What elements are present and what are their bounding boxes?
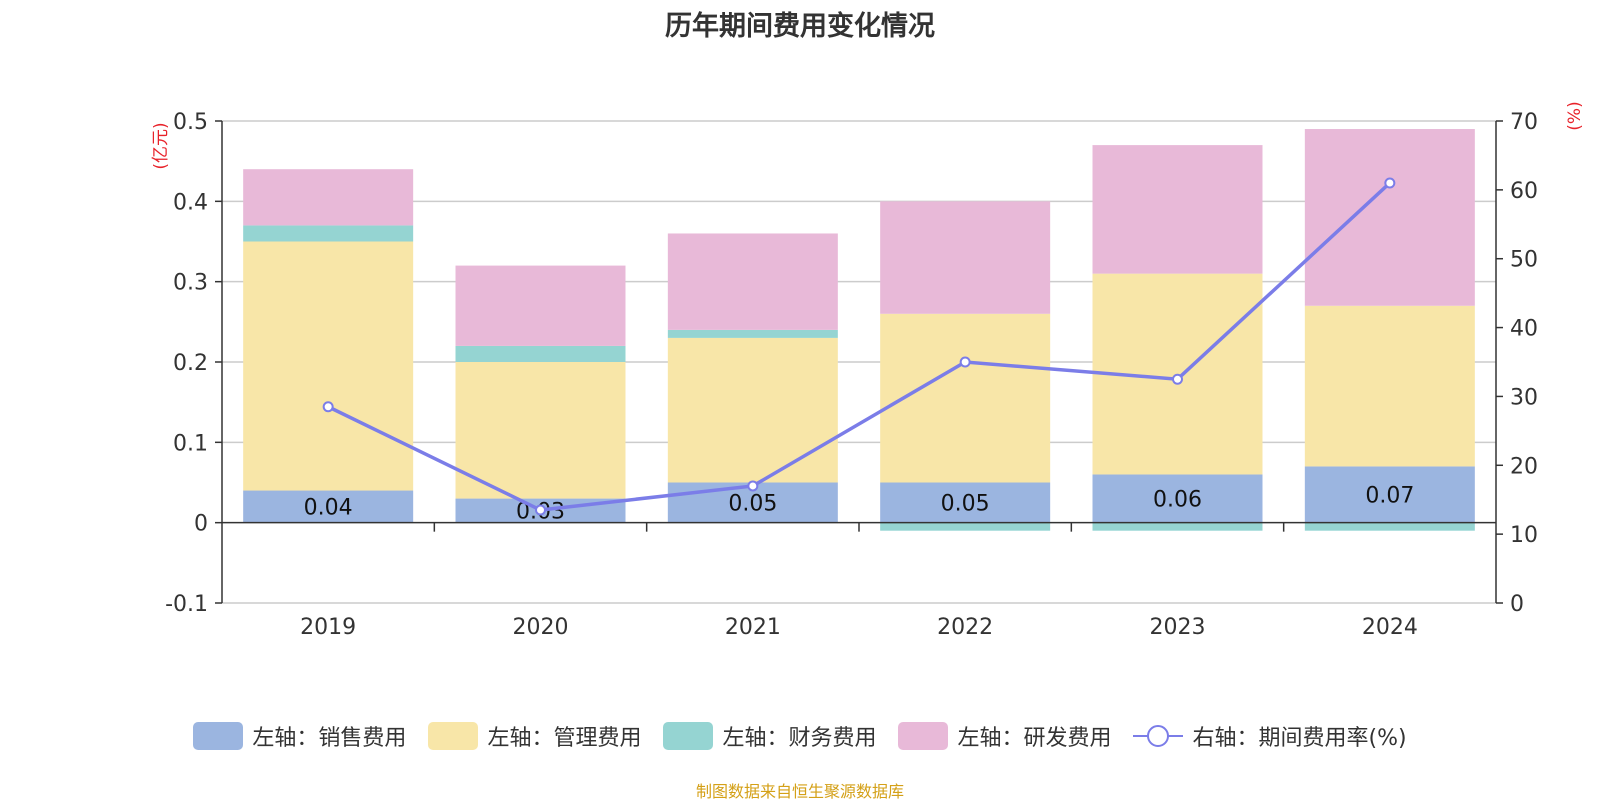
category-label: 2019	[300, 615, 356, 640]
left-axis-tick-label: 0.3	[173, 271, 208, 296]
category-label: 2024	[1362, 615, 1418, 640]
legend-item[interactable]: 左轴：管理费用	[428, 720, 641, 752]
data-label: 0.06	[1153, 488, 1202, 513]
bar-segment	[667, 233, 838, 330]
legend-item[interactable]: 左轴：财务费用	[663, 720, 876, 752]
bar-segment	[1092, 474, 1263, 523]
left-axis-tick-label: 0.2	[173, 351, 208, 376]
data-label: 0.05	[728, 492, 777, 517]
legend-swatch	[663, 722, 714, 750]
bar-segment	[880, 482, 1051, 523]
legend: 左轴：销售费用 左轴：管理费用 左轴：财务费用 左轴：研发费用 右轴：期间费用率(%)	[0, 720, 1600, 752]
bar-segment	[1304, 466, 1475, 523]
expense-rate-line	[327, 181, 1392, 512]
expense-rate-point	[747, 480, 759, 492]
right-axis-tick-label: 50	[1510, 248, 1538, 273]
right-axis-tick-label: 0	[1510, 592, 1524, 617]
legend-label: 右轴：期间费用率(%)	[1192, 726, 1407, 751]
data-label: 0.05	[941, 492, 990, 517]
expense-rate-point	[1172, 373, 1183, 385]
left-axis-tick-label: -0.1	[165, 592, 208, 617]
data-label: 0.04	[304, 496, 353, 521]
legend-item[interactable]: 右轴：期间费用率(%)	[1133, 720, 1407, 752]
expense-rate-point	[959, 356, 971, 368]
bar-segment	[243, 241, 414, 491]
expense-rate-point	[1384, 177, 1396, 189]
legend-label: 左轴：销售费用	[252, 726, 407, 751]
bar-segment	[1304, 305, 1475, 467]
legend-label: 左轴：财务费用	[722, 726, 877, 751]
bar-segment	[455, 265, 626, 346]
right-axis-tick-label: 30	[1510, 385, 1538, 410]
bar-segment	[243, 225, 414, 242]
legend-label: 左轴：研发费用	[957, 726, 1112, 751]
right-axis-tick-label: 10	[1510, 523, 1538, 548]
bar-segment	[1304, 129, 1475, 306]
legend-label: 左轴：管理费用	[487, 726, 642, 751]
bar-segment	[455, 345, 626, 362]
bar-segment	[1092, 522, 1263, 531]
bar-segment	[880, 522, 1051, 531]
chart-title: 历年期间费用变化情况	[665, 11, 935, 42]
chart-plot: 0.5 0.4 0.3 0.2 0.1 0 -0.1 70 60 50 40 30 20 10 0 (亿元) (…	[151, 101, 1585, 640]
data-label: 0.07	[1365, 484, 1414, 509]
right-axis-tick-label: 60	[1510, 179, 1538, 204]
bar-segment	[667, 337, 838, 483]
left-axis-tick-label: 0.1	[173, 431, 208, 456]
expense-rate-point	[535, 504, 546, 516]
bar-segment	[880, 201, 1051, 314]
bar-segment	[455, 362, 626, 499]
category-label: 2020	[513, 615, 569, 640]
bar-segment	[1092, 145, 1263, 274]
legend-item[interactable]: 左轴：销售费用	[193, 720, 406, 752]
bar-segment	[667, 329, 838, 338]
right-axis-tick-label: 20	[1510, 454, 1538, 479]
left-axis-tick-label: 0.5	[173, 110, 208, 135]
data-source-note: 制图数据来自恒生聚源数据库	[695, 782, 904, 801]
category-label: 2023	[1150, 615, 1206, 640]
category-label: 2022	[937, 615, 993, 640]
legend-swatch	[428, 722, 479, 750]
category-label: 2021	[725, 615, 781, 640]
bar-segment	[880, 313, 1051, 483]
legend-swatch	[193, 722, 244, 750]
legend-swatch	[898, 722, 949, 750]
left-axis-tick-label: 0.4	[173, 190, 208, 215]
bar-segment	[243, 490, 414, 523]
bar-segment	[243, 169, 414, 226]
expense-rate-point	[322, 401, 334, 413]
legend-item[interactable]: 左轴：研发费用	[898, 720, 1111, 752]
bar-segment	[1304, 522, 1475, 531]
left-axis-tick-label: 0	[194, 512, 208, 537]
right-axis-title: (%)	[1565, 101, 1585, 130]
right-axis-tick-label: 40	[1510, 317, 1538, 342]
legend-swatch	[1133, 725, 1184, 747]
left-axis-title: (亿元)	[151, 122, 171, 169]
right-axis-tick-label: 70	[1510, 110, 1538, 135]
